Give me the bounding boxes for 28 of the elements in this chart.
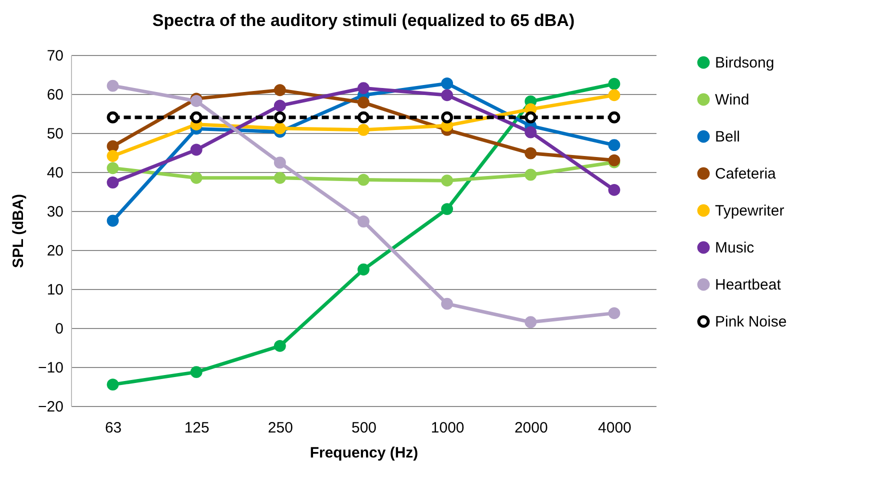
y-tick-label: −10	[38, 360, 64, 376]
legend-label: Pink Noise	[715, 314, 787, 330]
x-tick-label: 125	[184, 420, 210, 436]
legend-label: Birdsong	[715, 54, 774, 72]
y-tick-label: 70	[46, 48, 64, 64]
legend-label: Bell	[715, 128, 740, 146]
x-tick-label: 2000	[514, 420, 548, 436]
x-tick-label: 1000	[430, 420, 464, 436]
y-tick-label: 20	[46, 242, 64, 260]
y-tick-label: −20	[38, 398, 64, 416]
legend-label: Music	[715, 240, 755, 256]
y-tick-label: 60	[46, 86, 64, 104]
x-tick-label: 500	[351, 420, 377, 436]
x-axis-title: Frequency (Hz)	[310, 444, 418, 462]
y-tick-label: 30	[46, 204, 64, 220]
y-axis-title: SPL (dBA)	[10, 194, 28, 268]
x-tick-label: 63	[104, 420, 122, 436]
x-tick-label: 4000	[598, 420, 632, 436]
x-tick-label: 250	[268, 420, 293, 436]
chart-title: Spectra of the auditory stimuli (equalized to 65 dBA)	[152, 11, 575, 30]
y-tick-label: 10	[46, 282, 64, 298]
y-tick-label: 40	[46, 164, 64, 182]
legend-label: Wind	[715, 92, 750, 108]
legend-label: Typewriter	[715, 202, 784, 220]
y-tick-label: 0	[55, 320, 64, 338]
legend-label: Cafeteria	[715, 166, 777, 182]
legend-label: Heartbeat	[715, 276, 782, 294]
y-tick-label: 50	[46, 126, 64, 142]
